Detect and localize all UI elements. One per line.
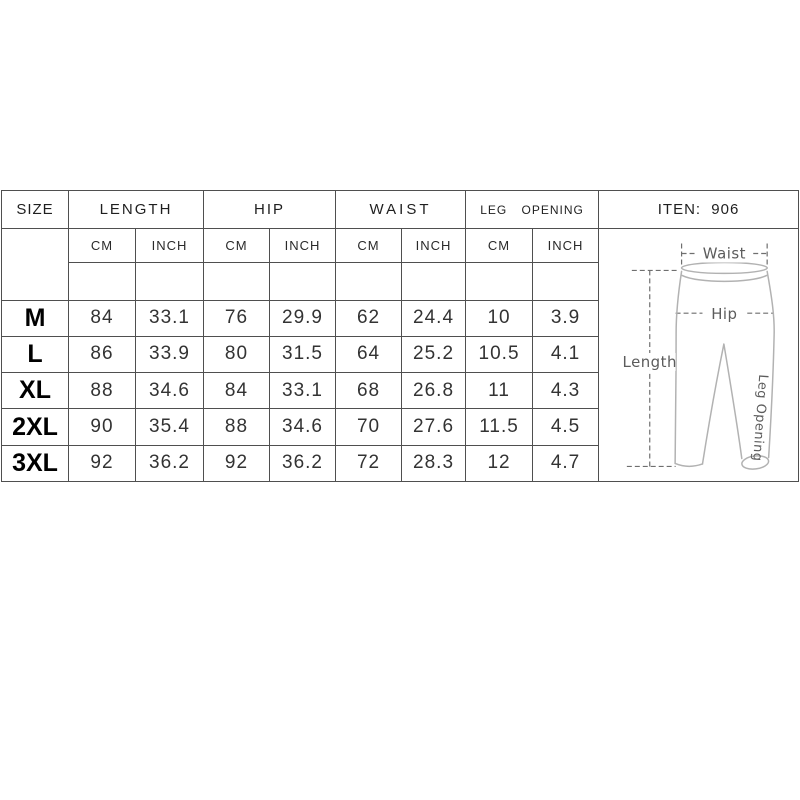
size-cell: 2XL	[1, 408, 69, 446]
empty-cell	[68, 262, 136, 301]
value-cell: 92	[203, 444, 270, 483]
waist-label-backplate	[697, 244, 752, 263]
value-cell: 84	[203, 372, 270, 410]
value-cell: 36.2	[268, 444, 337, 483]
empty-cell	[203, 262, 270, 301]
value-cell: 4.7	[532, 444, 600, 483]
empty-row	[2, 262, 799, 301]
leg-cm-header: CM	[465, 227, 534, 264]
value-cell: 33.9	[135, 335, 204, 374]
hip-inch-header: INCH	[268, 227, 337, 264]
size-column-spacer-cell	[1, 228, 69, 301]
size-chart-table: SIZE LENGTH HIP WAIST LEG OPENING ITEN: …	[1, 190, 800, 483]
value-cell: 35.4	[135, 408, 204, 446]
value-cell: 10.5	[465, 335, 534, 374]
value-cell: 72	[335, 444, 403, 483]
value-cell: 4.3	[532, 372, 600, 410]
waist-inch-header: INCH	[401, 227, 467, 264]
item-number-header: ITEN: 906	[598, 190, 800, 229]
right-leg-opening	[741, 455, 770, 470]
value-cell: 36.2	[135, 444, 204, 483]
value-cell: 31.5	[268, 335, 337, 374]
left-leg-hem	[674, 462, 704, 468]
value-cell: 62	[335, 299, 403, 337]
hip-group-header: HIP	[202, 190, 337, 229]
value-cell: 29.9	[268, 299, 337, 337]
value-cell: 86	[68, 335, 136, 374]
value-cell: 26.8	[401, 372, 467, 410]
empty-cell	[335, 262, 403, 301]
size-row-xl: XL 88 34.6 84 33.1 68 26.8 11 4.3	[1, 372, 799, 410]
value-cell: 88	[203, 408, 270, 446]
hip-label-backplate	[702, 304, 747, 323]
value-cell: 90	[68, 408, 136, 446]
length-group-header: LENGTH	[68, 190, 204, 229]
value-cell: 84	[68, 299, 136, 337]
empty-cell	[135, 262, 204, 301]
waist-label: Waist	[703, 244, 746, 262]
size-cell: M	[1, 299, 69, 337]
size-column-header: SIZE	[1, 190, 69, 229]
left-outer-seam	[674, 270, 683, 465]
right-outer-seam	[766, 270, 775, 459]
inner-leg-seams	[701, 343, 743, 465]
waistband-seam	[681, 274, 768, 283]
size-cell: XL	[1, 372, 69, 410]
waistband-top	[680, 261, 768, 275]
value-cell: 24.4	[401, 299, 467, 337]
empty-cell	[401, 262, 467, 301]
header-row: SIZE LENGTH HIP WAIST LEG OPENING ITEN: …	[1, 190, 800, 229]
value-cell: 11	[465, 372, 534, 410]
length-label-backplate	[623, 353, 676, 371]
size-cell: 3XL	[1, 444, 69, 483]
value-cell: 12	[465, 444, 534, 483]
value-cell: 4.5	[532, 408, 600, 446]
value-cell: 80	[203, 335, 270, 374]
value-cell: 3.9	[532, 299, 600, 337]
value-cell: 11.5	[465, 408, 534, 446]
length-inch-header: INCH	[135, 227, 204, 264]
hip-label: Hip	[711, 305, 737, 323]
waist-cm-header: CM	[335, 227, 403, 264]
value-cell: 33.1	[135, 299, 204, 337]
leg-inch-header: INCH	[532, 227, 600, 264]
value-cell: 33.1	[268, 372, 337, 410]
value-cell: 64	[335, 335, 403, 374]
value-cell: 68	[335, 372, 403, 410]
length-label: Length	[623, 353, 677, 371]
value-cell: 27.6	[401, 408, 467, 446]
value-cell: 92	[68, 444, 136, 483]
leg-opening-group-header: LEG OPENING	[465, 190, 600, 229]
hip-cm-header: CM	[203, 227, 270, 264]
leg-opening-label: Leg Opening	[749, 374, 770, 462]
size-row-2xl: 2XL 90 35.4 88 34.6 70 27.6 11.5 4.5	[1, 408, 799, 446]
value-cell: 70	[335, 408, 403, 446]
pants-measurement-diagram-cell: Waist Hip Length Leg Opening	[598, 228, 800, 482]
size-row-3xl: 3XL 92 36.2 92 36.2 72 28.3 12 4.7	[1, 444, 799, 483]
value-cell: 76	[203, 299, 270, 337]
empty-cell	[532, 262, 600, 301]
value-cell: 88	[68, 372, 136, 410]
value-cell: 28.3	[401, 444, 467, 483]
value-cell: 25.2	[401, 335, 467, 374]
value-cell: 10	[465, 299, 534, 337]
size-cell: L	[1, 335, 69, 374]
waist-group-header: WAIST	[335, 190, 467, 229]
pants-measurement-diagram: Waist Hip Length Leg Opening	[623, 243, 775, 470]
value-cell: 34.6	[135, 372, 204, 410]
empty-cell	[465, 262, 534, 301]
empty-cell	[268, 262, 337, 301]
length-cm-header: CM	[68, 227, 136, 264]
value-cell: 34.6	[268, 408, 337, 446]
units-row: CM INCH CM INCH CM INCH CM INCH	[1, 227, 800, 482]
value-cell: 4.1	[532, 335, 600, 374]
